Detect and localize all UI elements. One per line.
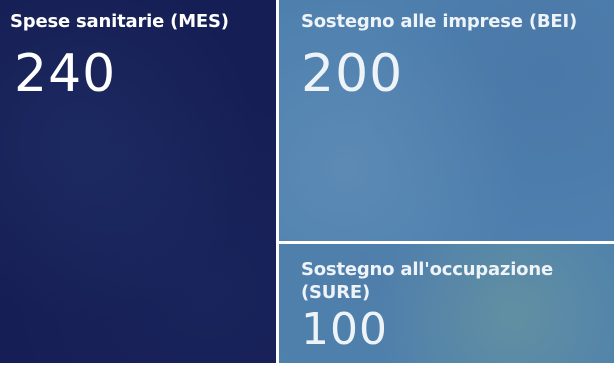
tile-value: 240 bbox=[14, 44, 117, 104]
treemap-tile-bei: Sostegno alle imprese (BEI) 200 bbox=[279, 0, 614, 241]
tile-label: Sostegno all'occupazione (SURE) bbox=[301, 259, 553, 303]
tile-value: 100 bbox=[301, 304, 388, 355]
treemap-tile-sure: Sostegno all'occupazione (SURE) 100 bbox=[279, 244, 614, 363]
tile-label: Sostegno alle imprese (BEI) bbox=[301, 11, 577, 32]
tile-value: 200 bbox=[301, 44, 404, 104]
treemap-tile-mes: Spese sanitarie (MES) 240 bbox=[0, 0, 276, 363]
tile-label: Spese sanitarie (MES) bbox=[10, 11, 229, 32]
